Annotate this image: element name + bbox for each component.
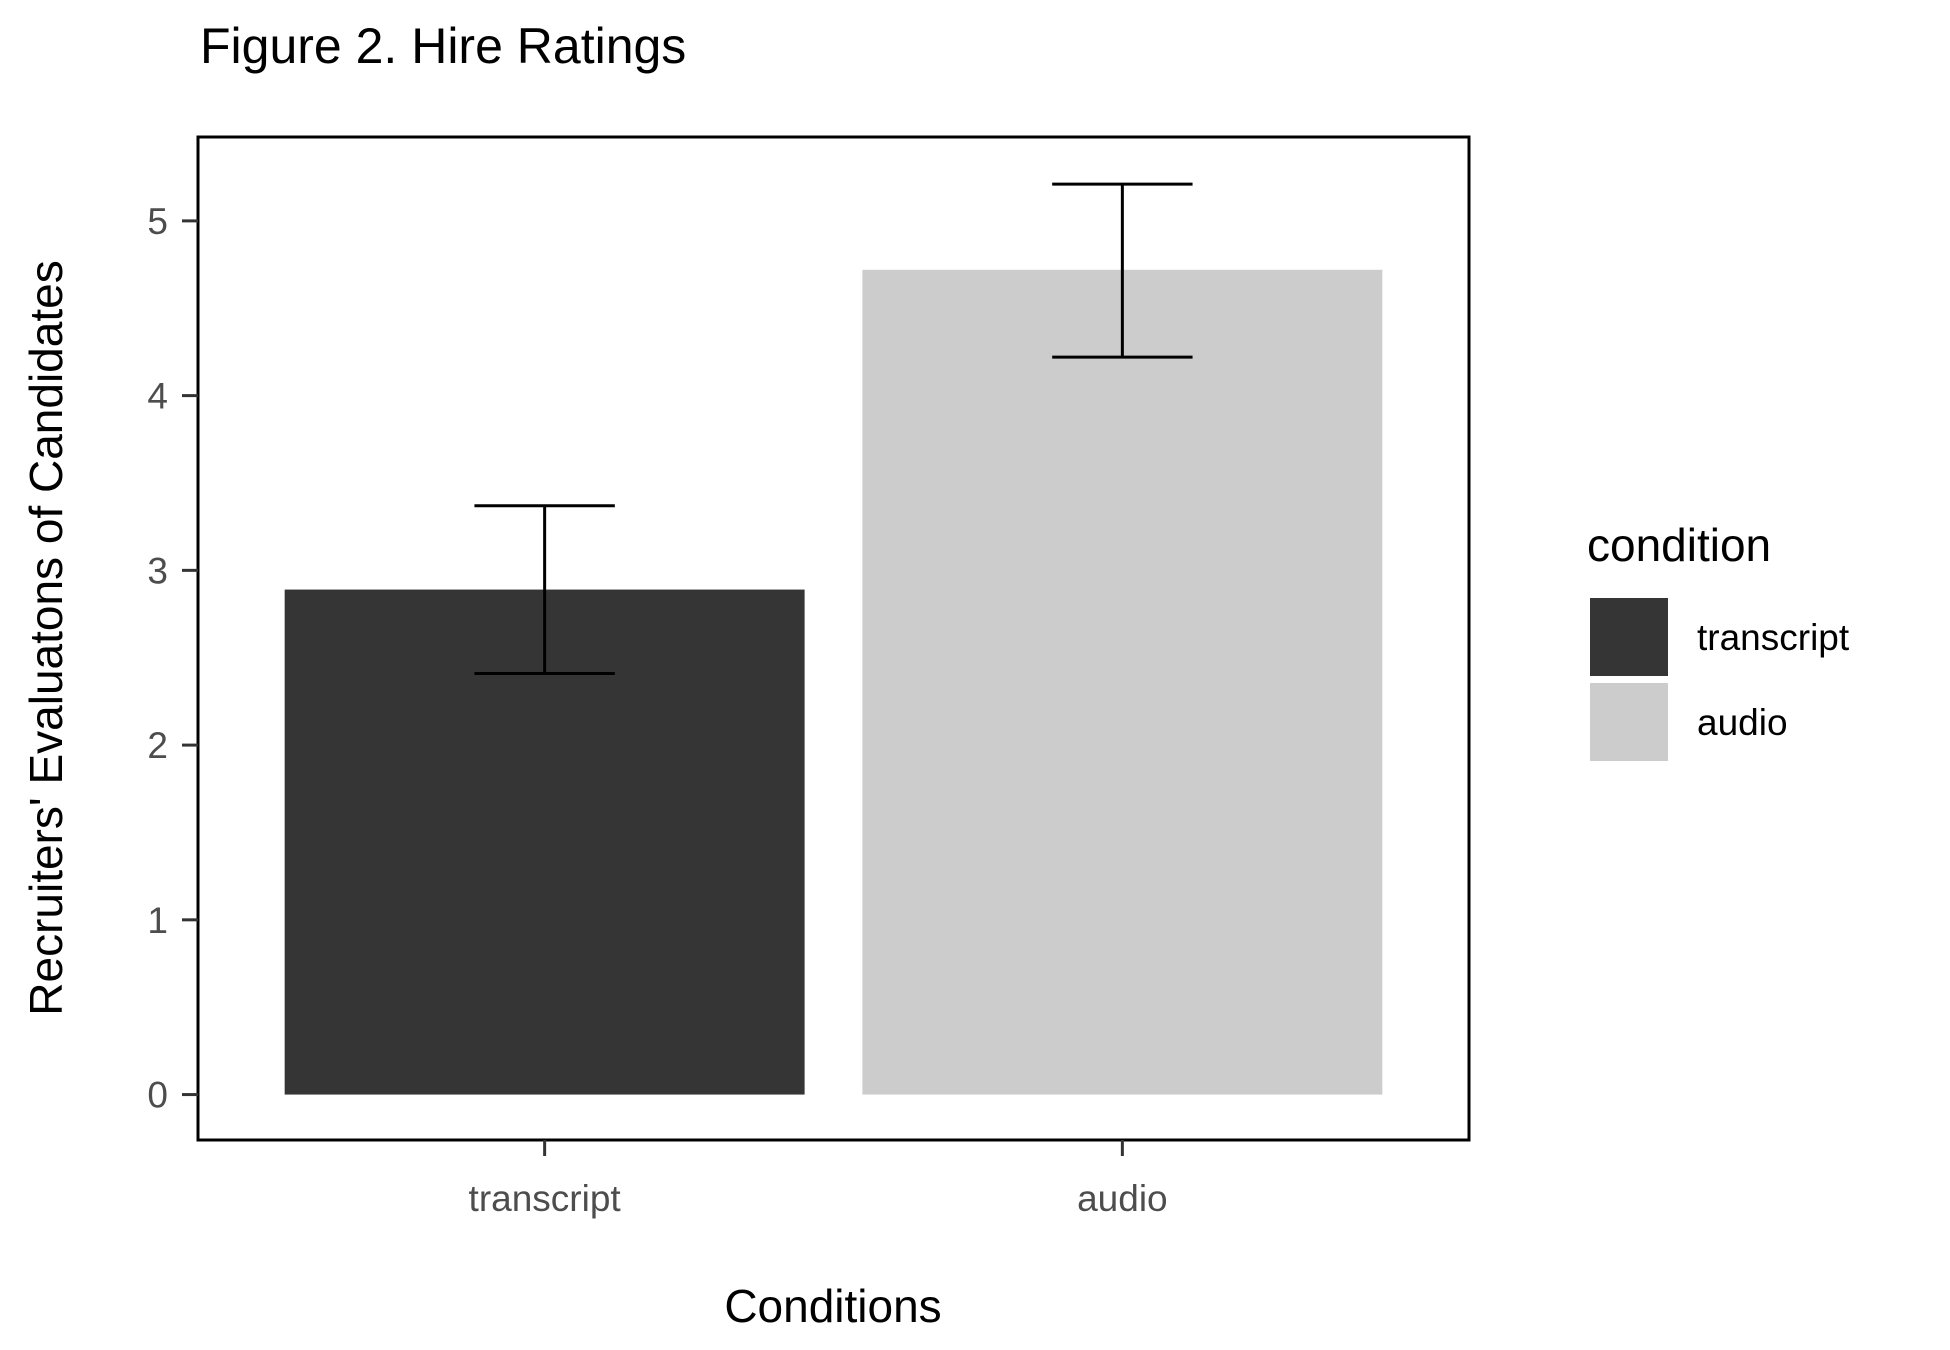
bar-audio — [862, 269, 1383, 1095]
y-tick-label-4: 4 — [147, 376, 168, 417]
y-tick-label-0: 0 — [147, 1075, 168, 1116]
legend-key-audio — [1590, 683, 1668, 761]
legend-label-transcript: transcript — [1697, 617, 1850, 658]
y-tick-label-2: 2 — [147, 725, 168, 766]
bars-layer — [284, 269, 1383, 1095]
y-tick-label-1: 1 — [147, 900, 168, 941]
x-tick-label-transcript: transcript — [469, 1178, 622, 1219]
legend-entries: transcript audio — [1590, 598, 1850, 761]
legend-label-audio: audio — [1697, 702, 1788, 743]
x-axis-title: Conditions — [724, 1280, 941, 1332]
legend-title: condition — [1587, 519, 1771, 571]
plot-panel-border — [196, 135, 1471, 1142]
error-bars-layer — [474, 182, 1193, 675]
chart-title: Figure 2. Hire Ratings — [200, 18, 686, 74]
x-tick-label-audio: audio — [1077, 1178, 1168, 1219]
y-tick-label-3: 3 — [147, 550, 168, 591]
x-axis: transcript audio — [469, 1140, 1168, 1219]
legend: condition transcript audio — [1587, 519, 1850, 761]
y-tick-label-5: 5 — [147, 201, 168, 242]
legend-key-transcript — [1590, 598, 1668, 676]
y-axis-title: Recruiters' Evaluatons of Candidates — [20, 260, 72, 1015]
y-axis: 0 1 2 3 4 5 — [147, 201, 198, 1116]
